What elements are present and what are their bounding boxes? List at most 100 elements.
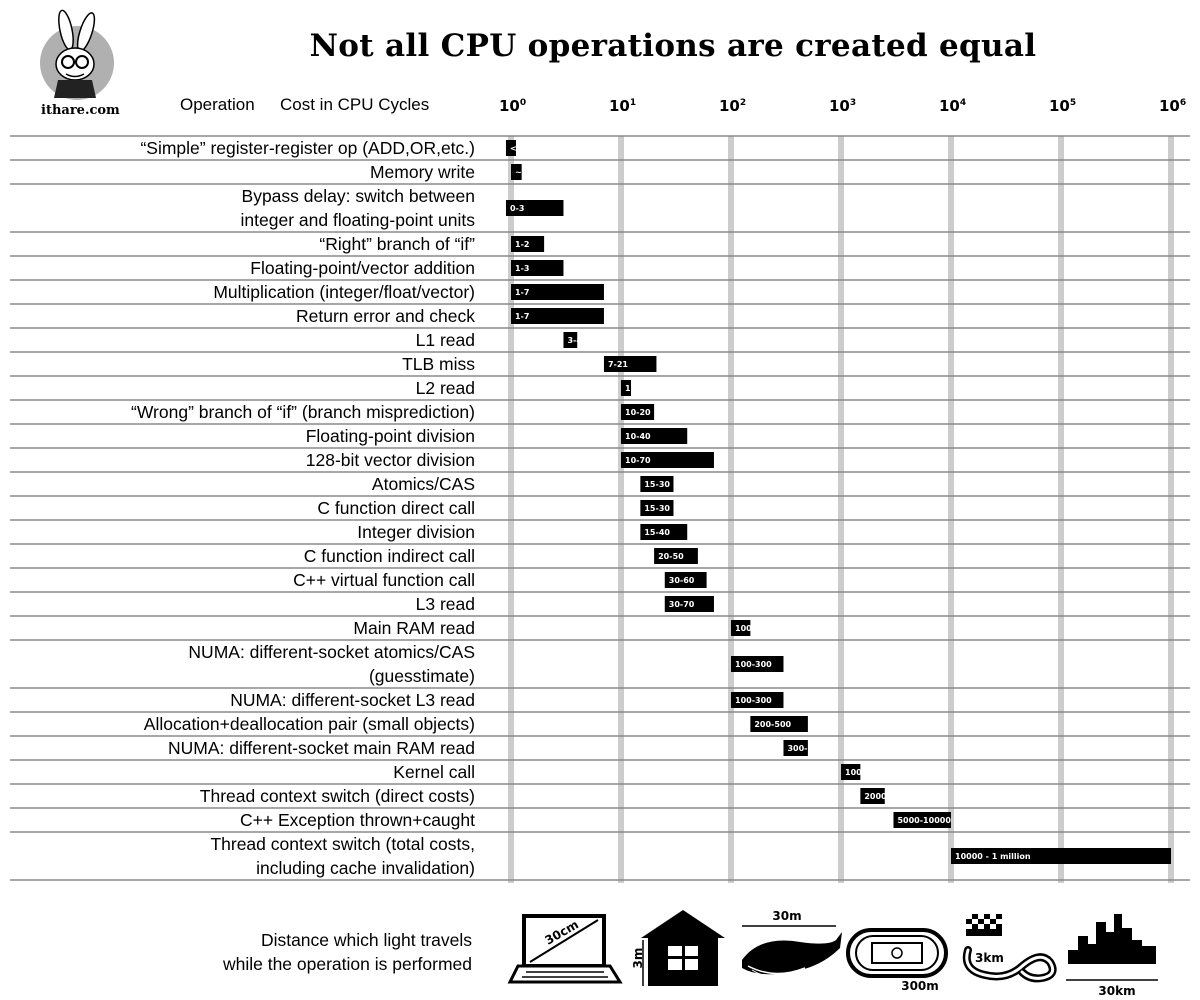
bar-label: 100-300 [735,660,772,669]
bar-label: 10-70 [625,456,651,465]
row-label: Floating-point/vector addition [250,258,475,278]
bar-label: 2000 [864,792,887,801]
x-tick-label: 104 [939,97,966,115]
row-label: “Wrong” branch of “if” (branch mispredic… [131,402,475,422]
row-label: Allocation+deallocation pair (small obje… [144,714,475,734]
row-label: Thread context switch (total costs, [210,834,475,854]
chart-row: Thread context switch (total costs, inclu… [210,834,1171,878]
chart-title: Not all CPU operations are created equal [310,28,1037,64]
bar-label: 10-12 [625,384,651,393]
row-label: C++ virtual function call [293,570,475,590]
bar [783,740,808,756]
x-tick-label: 100 [499,97,526,115]
bar [511,308,604,324]
chart-row: NUMA: different-socket L3 read 100-300 [230,690,784,710]
bar-label: 100-300 [735,696,772,705]
bar [731,620,751,636]
row-label: NUMA: different-socket main RAM read [168,738,475,758]
bar [563,332,578,348]
x-tick-label: 106 [1159,97,1186,115]
row-label: TLB miss [402,354,475,374]
house-distance-label: 3m [631,948,645,969]
row-label: C function indirect call [304,546,475,566]
rabbit-mascot-icon [40,9,114,100]
row-label: Bypass delay: switch between [242,186,475,206]
bar [640,500,674,516]
whale-icon [742,925,842,979]
bar [640,476,674,492]
bar-label: 5000-10000 [897,816,951,825]
bar-label: 20-50 [658,552,684,561]
chart-row: Allocation+deallocation pair (small obje… [144,714,808,734]
chart-row: Main RAM read 100-150 [353,618,772,638]
row-label: including cache invalidation) [256,858,475,878]
bar-label: 1-2 [515,240,529,249]
chart-gridlines [508,136,1174,883]
row-label: C++ Exception thrown+caught [240,810,475,830]
bar-label: 15-30 [644,480,670,489]
bar [505,200,564,216]
chart-row: Memory write ~1 [370,162,528,182]
bar [654,548,698,564]
bar [621,404,655,420]
city-skyline-icon [1066,914,1158,981]
chart-row: L3 read 30-70 [416,594,714,614]
house-icon [641,910,725,986]
bar [621,452,714,468]
chart-row: TLB miss 7-21 [402,354,657,374]
stadium-distance-label: 300m [901,979,939,993]
chart-row: Kernel call 1000-1500 [393,762,893,782]
bar [731,656,784,672]
row-label: “Simple” register-register op (ADD,OR,et… [140,138,475,158]
row-label: “Right” branch of “if” [319,234,475,254]
bar-label: 1-7 [515,288,529,297]
bar [750,716,808,732]
bar-label: 10-20 [625,408,651,417]
bar-label: <1 [510,144,523,153]
brand-name: ithare.com [41,103,120,118]
bar-label: 1-3 [515,264,529,273]
bar [511,236,545,252]
x-axis-ticks: 100 101 102 103 104 105 106 [499,97,1186,115]
row-label: Memory write [370,162,475,182]
bar-label: 10-40 [625,432,651,441]
bar-label: 15-30 [644,504,670,513]
bar [621,428,688,444]
bar-label: 10000 - 1 million [955,852,1031,861]
bar-label: 100-150 [735,624,772,633]
x-tick-label: 103 [829,97,856,115]
bar [860,788,885,804]
x-tick-label: 102 [719,97,746,115]
bar-label: 300-500 [787,744,824,753]
stadium-track-icon [846,928,948,978]
chart-row: C++ virtual function call 30-60 [293,570,707,590]
chart-row: 128-bit vector division 10-70 [306,450,714,470]
race-track-distance-label: 3km [975,951,1004,965]
chart-row: Multiplication (integer/float/vector) 1-7 [213,282,604,302]
row-label: NUMA: different-socket atomics/CAS [188,642,475,662]
x-tick-label: 101 [609,97,636,115]
row-label: Kernel call [393,762,475,782]
chart-row: Return error and check 1-7 [296,306,604,326]
bar-label: 1000-1500 [845,768,893,777]
cost-header: Cost in CPU Cycles [280,95,429,114]
bar-label: 200-500 [754,720,791,729]
bar [664,596,714,612]
bar-label: 7-21 [608,360,628,369]
chart-row: Bypass delay: switch between integer and … [241,186,564,230]
race-track-icon [962,914,1057,983]
chart-row: Thread context switch (direct costs) 2000 [200,786,887,806]
row-label: L1 read [416,330,475,350]
chart-row: “Right” branch of “if” 1-2 [319,234,545,254]
row-label: L2 read [416,378,475,398]
x-tick-label: 105 [1049,97,1076,115]
city-distance-label: 30km [1098,984,1135,998]
chart-row: Atomics/CAS 15-30 [372,474,674,494]
chart-row: Floating-point division 10-40 [306,426,688,446]
row-label: 128-bit vector division [306,450,475,470]
bar [511,164,522,180]
chart-rows: “Simple” register-register op (ADD,OR,et… [10,135,1190,881]
chart-row: L2 read 10-12 [416,378,651,398]
row-label: (guesstimate) [369,666,475,686]
